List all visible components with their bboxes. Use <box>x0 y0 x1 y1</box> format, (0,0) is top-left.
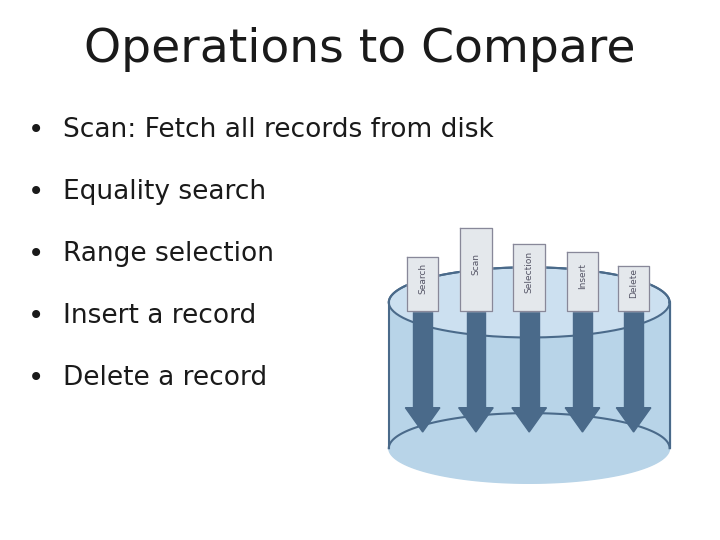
Polygon shape <box>389 302 670 448</box>
Polygon shape <box>573 301 592 408</box>
Polygon shape <box>624 301 643 408</box>
Polygon shape <box>616 408 651 432</box>
Polygon shape <box>520 301 539 408</box>
Text: Scan: Fetch all records from disk: Scan: Fetch all records from disk <box>63 117 494 143</box>
Text: Delete a record: Delete a record <box>63 365 268 391</box>
Polygon shape <box>459 408 493 432</box>
Text: Search: Search <box>418 264 427 294</box>
Polygon shape <box>389 413 670 483</box>
Polygon shape <box>413 301 432 408</box>
Text: •: • <box>28 178 44 206</box>
Text: Scan: Scan <box>472 253 480 275</box>
Polygon shape <box>407 258 438 311</box>
Text: Operations to Compare: Operations to Compare <box>84 27 636 72</box>
Polygon shape <box>513 244 545 311</box>
Text: Insert: Insert <box>578 263 587 289</box>
Polygon shape <box>567 252 598 311</box>
Text: •: • <box>28 302 44 330</box>
Polygon shape <box>405 408 440 432</box>
Polygon shape <box>618 266 649 311</box>
Polygon shape <box>565 408 600 432</box>
Text: Selection: Selection <box>525 251 534 293</box>
Text: •: • <box>28 240 44 268</box>
Polygon shape <box>389 267 670 338</box>
Polygon shape <box>467 301 485 408</box>
Polygon shape <box>460 228 492 311</box>
Text: •: • <box>28 116 44 144</box>
Text: Insert a record: Insert a record <box>63 303 256 329</box>
Text: Delete: Delete <box>629 268 638 298</box>
Text: •: • <box>28 364 44 392</box>
Text: Equality search: Equality search <box>63 179 266 205</box>
Text: Range selection: Range selection <box>63 241 274 267</box>
Polygon shape <box>512 408 546 432</box>
